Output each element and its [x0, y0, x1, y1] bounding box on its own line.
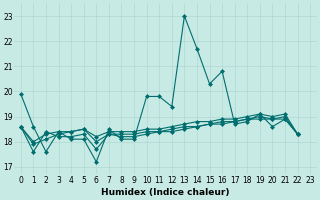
X-axis label: Humidex (Indice chaleur): Humidex (Indice chaleur) — [101, 188, 230, 197]
